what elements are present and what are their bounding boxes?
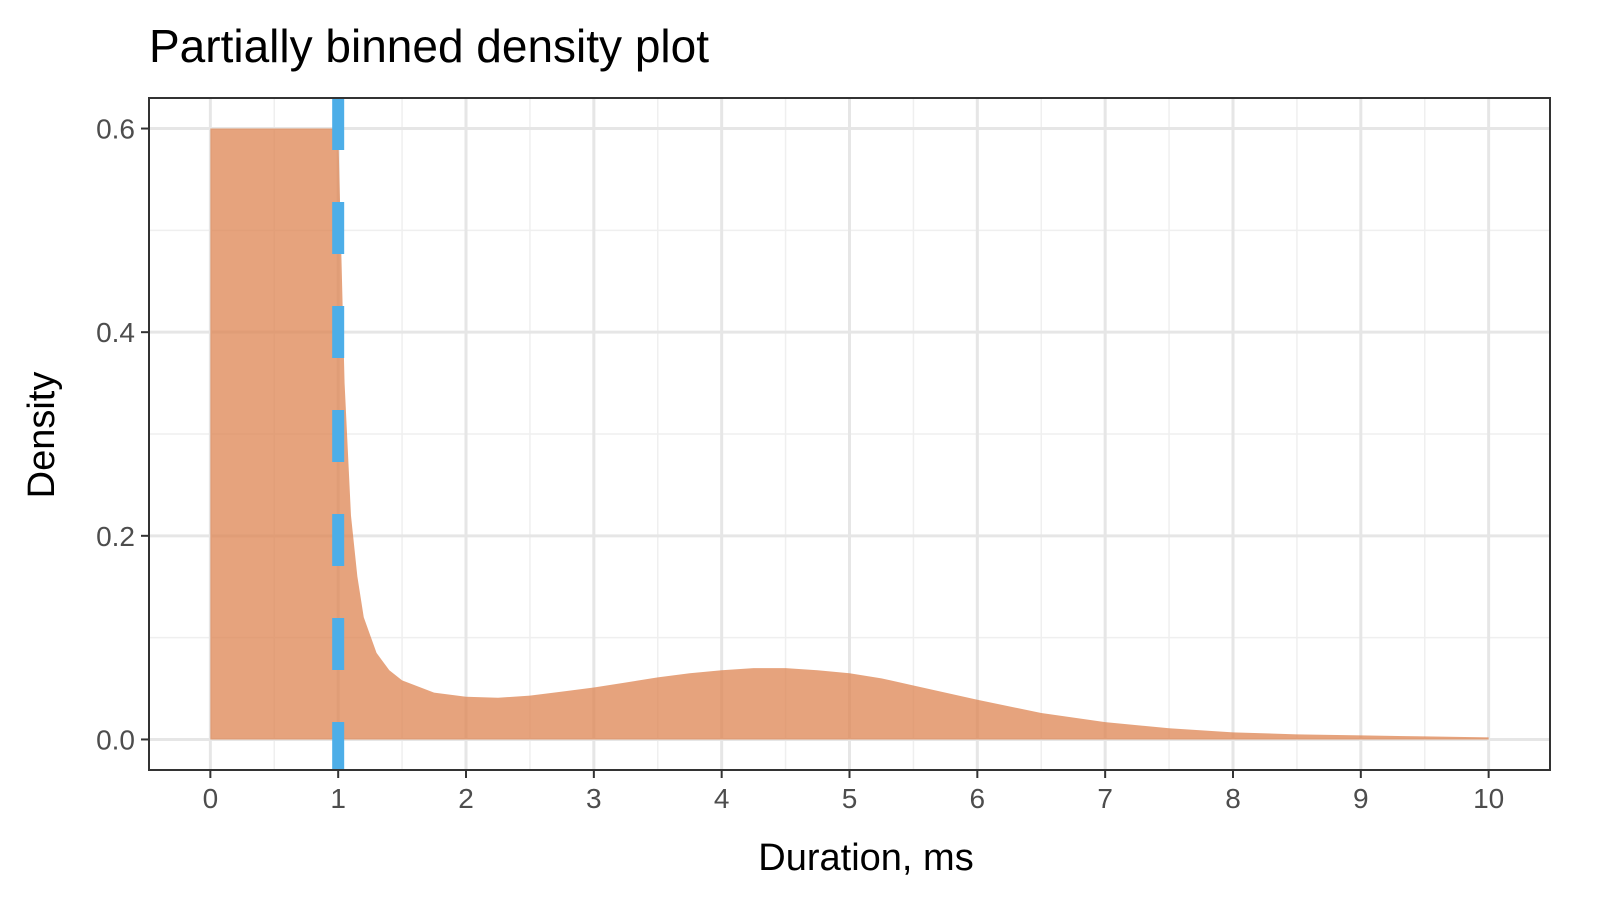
x-tick-label: 9: [1353, 783, 1369, 814]
y-tick-label: 0.6: [96, 114, 135, 145]
chart-title: Partially binned density plot: [149, 20, 709, 72]
x-tick-label: 7: [1097, 783, 1113, 814]
x-tick-label: 1: [330, 783, 346, 814]
x-tick-label: 6: [970, 783, 986, 814]
x-tick-label: 0: [203, 783, 219, 814]
plot-area: 0 1 2 3 4 5 6 7 8 9 10 0.0 0.2 0.4 0.6: [96, 97, 1551, 814]
y-axis-title: Density: [21, 372, 63, 499]
x-tick-label: 8: [1225, 783, 1241, 814]
y-tick-label: 0.0: [96, 724, 135, 755]
x-tick-label: 4: [714, 783, 730, 814]
x-tick-label: 2: [458, 783, 474, 814]
x-tick-label: 10: [1473, 783, 1504, 814]
y-tick-label: 0.2: [96, 521, 135, 552]
x-tick-label: 3: [586, 783, 602, 814]
y-tick-label: 0.4: [96, 317, 135, 348]
x-axis-title: Duration, ms: [758, 837, 973, 879]
density-area: [210, 128, 1489, 740]
x-tick-label: 5: [842, 783, 858, 814]
